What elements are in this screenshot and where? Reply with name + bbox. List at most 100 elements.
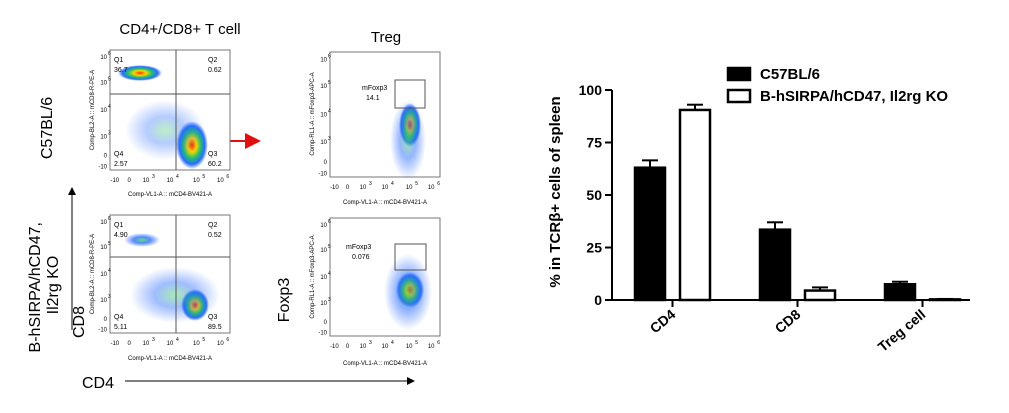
treg-panel-ko: mFoxp3 0.076 Comp-VL1-A :: mCD4-BV421-A … [310, 217, 441, 367]
legend-swatch [726, 88, 752, 104]
treg-panel-title: Treg [371, 29, 401, 46]
q3-value: 89.5 [208, 324, 222, 331]
x-tick-label: 10 [143, 178, 150, 184]
y-tick-label: 10 [100, 134, 107, 140]
y-tick-label: 10 [100, 108, 107, 114]
x-tick-exponent: 5 [202, 337, 205, 343]
x-tick-label: 10 [167, 178, 174, 184]
y-tick-label: 10 [320, 301, 327, 307]
q4-label: Q4 [114, 314, 123, 321]
y-axis-label: Comp-BL2-A :: mCD8-R-PE-A [90, 234, 96, 314]
y-tick-exponent: 4 [328, 109, 331, 115]
q4-value: 5.11 [114, 324, 127, 331]
q3-label: Q3 [208, 151, 217, 158]
x-tick-exponent: 3 [152, 337, 155, 343]
x-axis-label: Comp-VL1-A :: mCD4-BV421-A [128, 356, 212, 362]
y-tick-label: 0 [104, 154, 108, 160]
x-tick-label: 10 [167, 341, 174, 347]
y-tick-label: -10 [98, 164, 107, 170]
y-tick-exponent: 3 [108, 130, 111, 136]
x-axis-label: Comp-VL1-A :: mCD4-BV421-A [343, 200, 427, 206]
x-axis-label: Comp-VL1-A :: mCD4-BV421-A [128, 192, 212, 198]
x-tick-exponent: 5 [415, 181, 418, 187]
y-tick-exponent: 6 [328, 219, 331, 225]
q4-label: Q4 [114, 151, 123, 158]
y-tick-group: 0 25 50 75 100 [579, 82, 612, 308]
y-tick-label: 10 [100, 220, 107, 226]
scatter-cloud [124, 233, 160, 247]
q2-label: Q2 [208, 222, 217, 229]
y-tick-label: 10 [100, 55, 107, 61]
x-tick-label: 10 [428, 185, 435, 191]
gate-box [394, 79, 426, 109]
x-tick-label: 0 [346, 185, 350, 191]
y-tick-label: 10 [320, 113, 327, 119]
x-tick-exponent: 3 [369, 181, 372, 187]
q1-label: Q1 [114, 222, 123, 229]
y-tick-label: -10 [98, 327, 107, 333]
x-tick-label: 10 [217, 178, 224, 184]
y-tick-exponent: 3 [328, 136, 331, 142]
scatter-cloud [390, 100, 426, 180]
y-axis-label: Comp-RL1-A :: mFoxp3-APC-A [310, 72, 316, 155]
q1-value: 4.90 [114, 232, 128, 239]
y-tick-exponent: 4 [328, 271, 331, 277]
x-tick-label: CD8 [772, 306, 804, 336]
x-tick-label: 10 [217, 341, 224, 347]
y-tick-label: 10 [100, 245, 107, 251]
y-axis-title: % in TCRβ+ cells of spleen [547, 96, 564, 287]
x-tick-exponent: 4 [391, 181, 394, 187]
bar [678, 108, 712, 302]
tcell-panel-title: CD4+/CD8+ T cell [119, 21, 240, 38]
x-tick-exponent: 6 [437, 340, 440, 346]
y-axis-label: Comp-BL2-A :: mCD8-R-PE-A [90, 70, 96, 150]
y-tick-label: 25 [586, 240, 602, 256]
y-tick-exponent: 3 [108, 294, 111, 300]
legend-label: B-hSIRPA/hCD47, Il2rg KO [760, 88, 948, 105]
x-tick-label: 10 [382, 185, 389, 191]
scatter-cloud [125, 100, 205, 160]
y-tick-exponent: 4 [108, 104, 111, 110]
cd4-axis-label: CD4 [82, 375, 114, 392]
gate-label: mFoxp3 [346, 244, 371, 251]
y-tick-exponent: 6 [108, 51, 111, 57]
q2-value: 0.62 [208, 67, 222, 74]
legend-swatch [726, 66, 752, 82]
x-tick-label: -10 [330, 185, 339, 191]
y-tick-label: 10 [100, 272, 107, 278]
q1-value: 36.7 [114, 67, 128, 74]
bar [883, 283, 917, 302]
q2-label: Q2 [208, 57, 217, 64]
y-tick-exponent: 5 [328, 80, 331, 86]
y-tick-label: 10 [320, 58, 327, 64]
foxp3-axis-label: Foxp3 [276, 278, 293, 323]
x-tick-label: 10 [428, 344, 435, 350]
q1-label: Q1 [114, 57, 123, 64]
q3-label: Q3 [208, 314, 217, 321]
bar [633, 166, 667, 302]
bar [928, 298, 962, 302]
bar-chart: % in TCRβ+ cells of spleen 0 25 50 75 100 CD… [547, 66, 970, 355]
row-label-ko-line1: B-hSIRPA/hCD47, [27, 222, 44, 352]
y-tick-label: 75 [586, 135, 602, 151]
y-tick-label: 0 [594, 292, 602, 308]
x-tick-label: CD4 [647, 306, 679, 336]
gate-box [394, 243, 427, 271]
tcell-panel-ko: Q1 4.90 Q2 0.52 Q3 89.5 Q4 5.11 Comp-VL1… [90, 214, 231, 362]
y-tick-exponent: 4 [108, 268, 111, 274]
x-tick-exponent: 6 [437, 181, 440, 187]
x-tick-label: -10 [330, 344, 339, 350]
x-tick-label: 10 [406, 185, 413, 191]
x-tick-exponent: 3 [152, 174, 155, 180]
x-tick-exponent: 6 [226, 174, 229, 180]
x-tick-label: -10 [110, 341, 119, 347]
legend: C57BL/6 B-hSIRPA/hCD47, Il2rg KO [726, 66, 948, 105]
x-tick-label: 10 [193, 178, 200, 184]
y-tick-label: 10 [320, 84, 327, 90]
tcell-panel-c57bl6: Q1 36.7 Q2 0.62 Q3 60.2 Q4 2.57 Comp-VL1… [90, 49, 231, 198]
y-tick-label: 10 [320, 248, 327, 254]
y-tick-label: 100 [579, 82, 603, 98]
x-tick-label: 10 [193, 341, 200, 347]
q3-value: 60.2 [208, 161, 222, 168]
